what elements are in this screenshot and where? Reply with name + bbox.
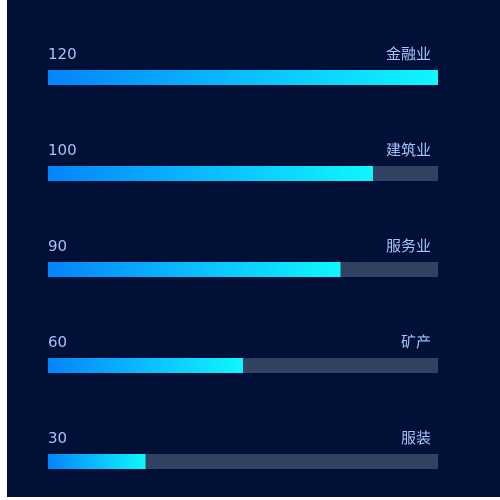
bar-value-label: 90 — [48, 237, 67, 255]
bar-value-label: 60 — [48, 333, 67, 351]
bar-value-label: 30 — [48, 429, 67, 447]
bar-value-label: 100 — [48, 141, 77, 159]
bar — [48, 70, 438, 85]
bar-category-label: 矿产 — [401, 333, 431, 351]
bar — [48, 358, 243, 373]
bar-category-label: 服务业 — [386, 237, 431, 255]
bar-value-label: 120 — [48, 45, 77, 63]
bar-category-label: 金融业 — [386, 45, 431, 63]
bar — [48, 166, 373, 181]
bar — [48, 262, 341, 277]
bar-category-label: 建筑业 — [386, 141, 431, 159]
bar-category-label: 服装 — [401, 429, 431, 447]
bar — [48, 454, 146, 469]
